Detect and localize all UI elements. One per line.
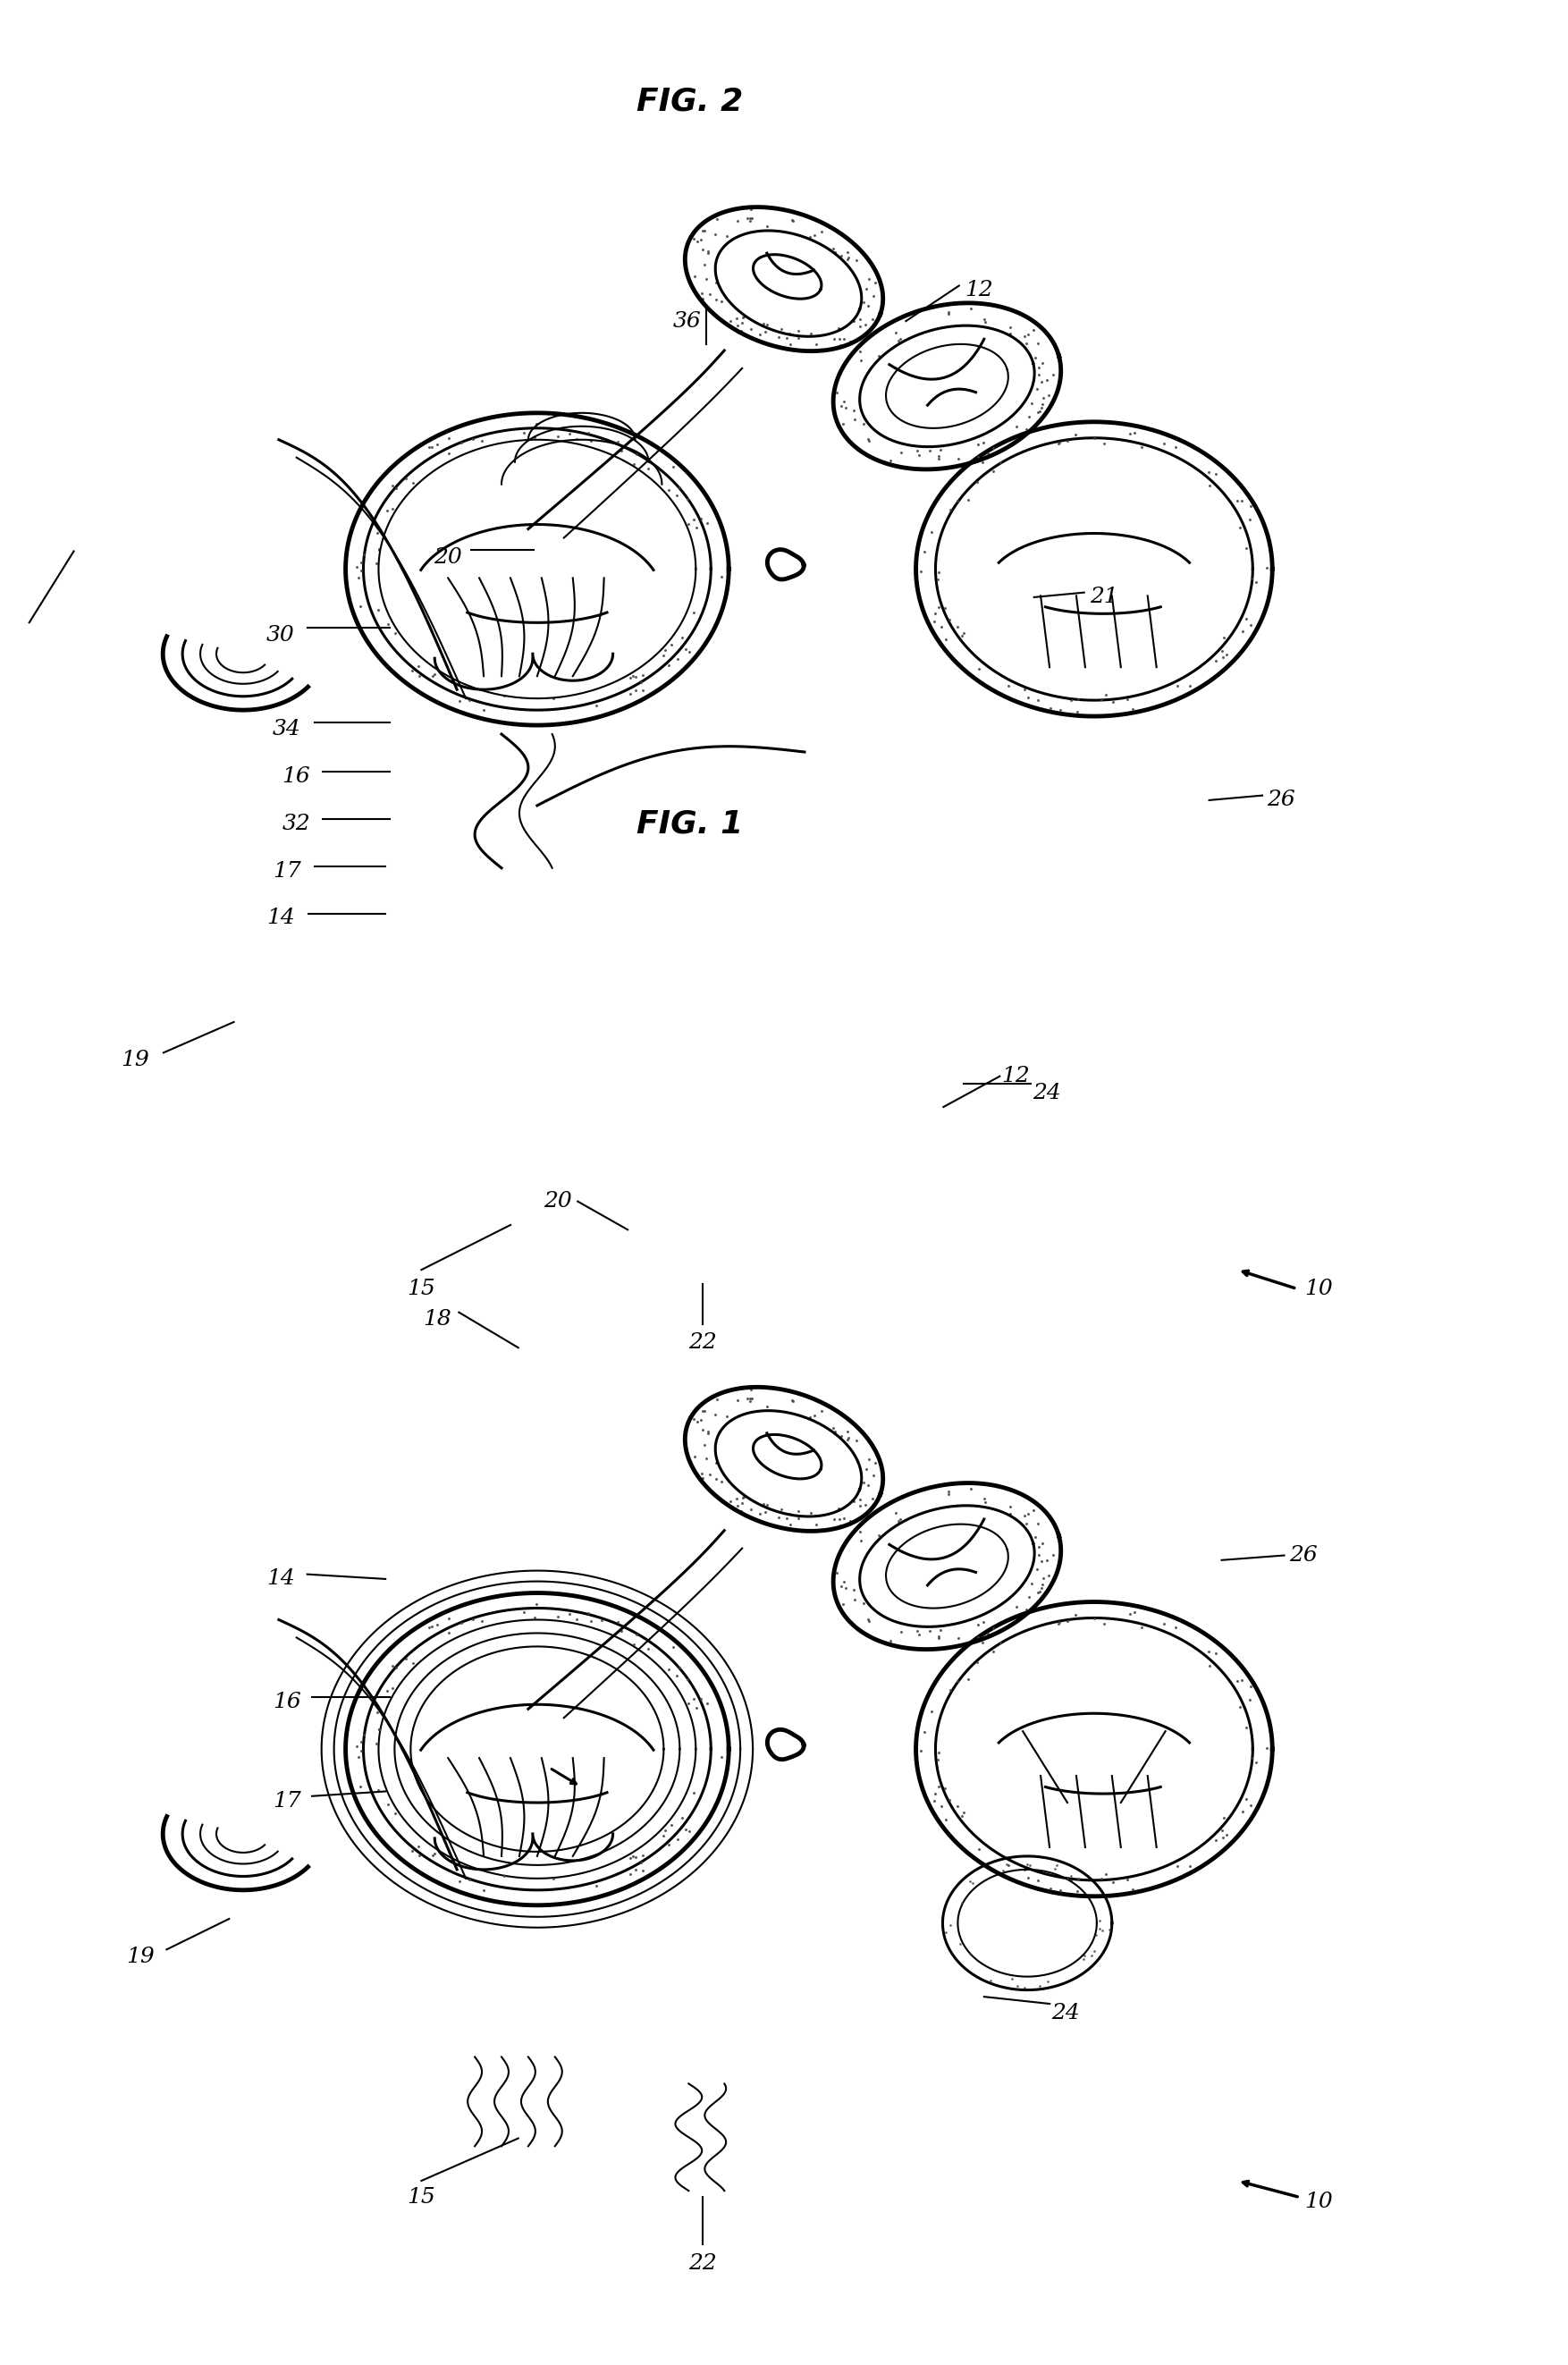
Text: 10: 10 [1305,2192,1333,2211]
Text: 19: 19 [125,1946,154,1968]
Text: 15: 15 [408,1279,436,1298]
Text: 10: 10 [1305,1279,1333,1298]
Text: 17: 17 [273,861,301,882]
Text: 19: 19 [121,1050,149,1069]
Text: 16: 16 [273,1691,301,1712]
Text: 20: 20 [543,1192,572,1211]
Text: 18: 18 [423,1310,452,1329]
Text: FIG. 1: FIG. 1 [637,809,743,840]
Text: FIG. 2: FIG. 2 [637,88,743,116]
Text: 14: 14 [267,1568,295,1589]
Text: 24: 24 [1032,1083,1062,1102]
Text: 24: 24 [1051,2003,1079,2024]
Text: 30: 30 [267,624,295,646]
Text: 22: 22 [688,1334,717,1353]
Text: 12: 12 [966,279,994,300]
Text: 32: 32 [282,814,310,835]
Text: 26: 26 [1267,790,1295,811]
Text: 14: 14 [267,908,295,929]
Text: 21: 21 [1090,587,1118,608]
Text: 34: 34 [273,719,301,740]
Text: 36: 36 [673,310,701,331]
Text: 26: 26 [1289,1544,1317,1566]
Text: 22: 22 [688,2254,717,2273]
Text: 15: 15 [408,2188,436,2207]
Text: 17: 17 [273,1790,301,1812]
Text: 20: 20 [434,546,463,568]
Text: 16: 16 [282,766,310,788]
Text: 12: 12 [1000,1067,1030,1086]
